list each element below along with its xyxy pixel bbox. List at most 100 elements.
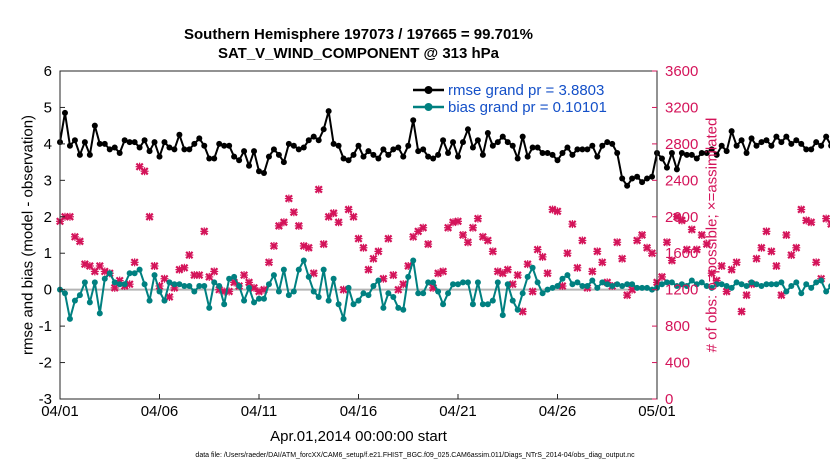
bias-point [151, 272, 158, 279]
rmse-point [405, 142, 412, 149]
obs-point [727, 265, 736, 274]
rmse-point [813, 139, 820, 146]
bias-point [479, 301, 486, 308]
bias-point [335, 301, 342, 308]
obs-point [394, 285, 403, 294]
rmse-point [579, 146, 586, 153]
rmse-point [146, 148, 153, 155]
bias-point [305, 273, 312, 280]
bias-point [71, 297, 78, 304]
x-tick-label: 04/11 [241, 403, 277, 420]
obs-point [573, 263, 582, 272]
obs-point [150, 261, 159, 270]
rmse-point [231, 153, 238, 160]
rmse-point [798, 140, 805, 147]
obs-point [160, 274, 169, 283]
rmse-point [634, 173, 641, 180]
obs-point [707, 269, 716, 278]
obs-point [538, 252, 547, 261]
y-tick-label-left: 4 [44, 136, 52, 153]
bias-point [584, 283, 591, 290]
rmse-point [71, 137, 78, 144]
obs-point [618, 254, 627, 263]
rmse-point [176, 131, 183, 138]
rmse-point [723, 148, 730, 155]
rmse-point [191, 140, 198, 147]
rmse-point [793, 137, 800, 144]
bias-point [818, 277, 825, 284]
obs-point [424, 240, 433, 249]
rmse-point [121, 137, 128, 144]
bias-point [211, 279, 218, 286]
obs-point [210, 267, 219, 276]
rmse-point [688, 151, 695, 158]
rmse-point [246, 162, 253, 169]
bias-point [146, 297, 153, 304]
bias-point [663, 279, 670, 286]
bias-point [788, 283, 795, 290]
bias-point [300, 257, 307, 264]
bias-point [445, 290, 452, 297]
rmse-point [156, 153, 163, 160]
bias-point [629, 281, 636, 288]
rmse-point [574, 146, 581, 153]
obs-point [444, 223, 453, 232]
obs-point [762, 227, 771, 236]
rmse-point [494, 139, 501, 146]
obs-point [185, 251, 194, 260]
y-tick-label-right: 3600 [665, 63, 698, 80]
bias-point [718, 281, 725, 288]
rmse-point [285, 140, 292, 147]
bias-point [285, 292, 292, 299]
obs-point [737, 307, 746, 316]
bias-point [624, 281, 631, 288]
x-tick-label: 05/01 [638, 403, 676, 420]
rmse-point [474, 137, 481, 144]
rmse-point [300, 144, 307, 151]
x-tick-label: 04/06 [141, 403, 179, 420]
bias-point [126, 270, 133, 277]
rmse-point [161, 139, 168, 146]
bias-point [634, 284, 641, 291]
y-axis-label-right: # of obs: o=possible; ×=assimilated [703, 117, 721, 353]
rmse-point [604, 139, 611, 146]
y-tick-label-left: -3 [39, 391, 52, 408]
bias-point [539, 290, 546, 297]
bias-point [698, 279, 705, 286]
rmse-point [569, 151, 576, 158]
bias-point [450, 281, 457, 288]
rmse-point [559, 150, 566, 156]
bias-point [206, 304, 213, 311]
rmse-point [639, 179, 646, 186]
obs-point [165, 292, 174, 301]
obs-point [812, 258, 821, 267]
bias-point [793, 279, 800, 286]
y-tick-label-left: 6 [44, 63, 52, 80]
bias-series-group [57, 257, 830, 322]
rmse-point [823, 133, 830, 140]
rmse-point [649, 173, 656, 180]
bias-point [61, 290, 68, 297]
bias-point [614, 281, 621, 288]
rmse-point [499, 133, 506, 140]
bias-point [748, 279, 755, 286]
bias-point [325, 297, 332, 304]
bias-point [713, 281, 720, 288]
rmse-point [450, 139, 457, 146]
rmse-point [728, 128, 735, 135]
chart-subtitle: SAT_V_WIND_COMPONENT @ 313 hPa [217, 45, 500, 62]
bias-point [569, 281, 576, 288]
bias-point [639, 284, 646, 291]
rmse-point [251, 148, 258, 155]
rmse-point [713, 151, 720, 158]
obs-point [289, 208, 298, 217]
rmse-point [400, 153, 407, 160]
rmse-point [549, 151, 556, 158]
obs-point [787, 251, 796, 260]
obs-point [180, 263, 189, 272]
bias-point [270, 272, 277, 279]
bias-point [260, 295, 267, 302]
rmse-point [290, 142, 297, 149]
obs-point [439, 267, 448, 276]
rmse-point [718, 142, 725, 149]
